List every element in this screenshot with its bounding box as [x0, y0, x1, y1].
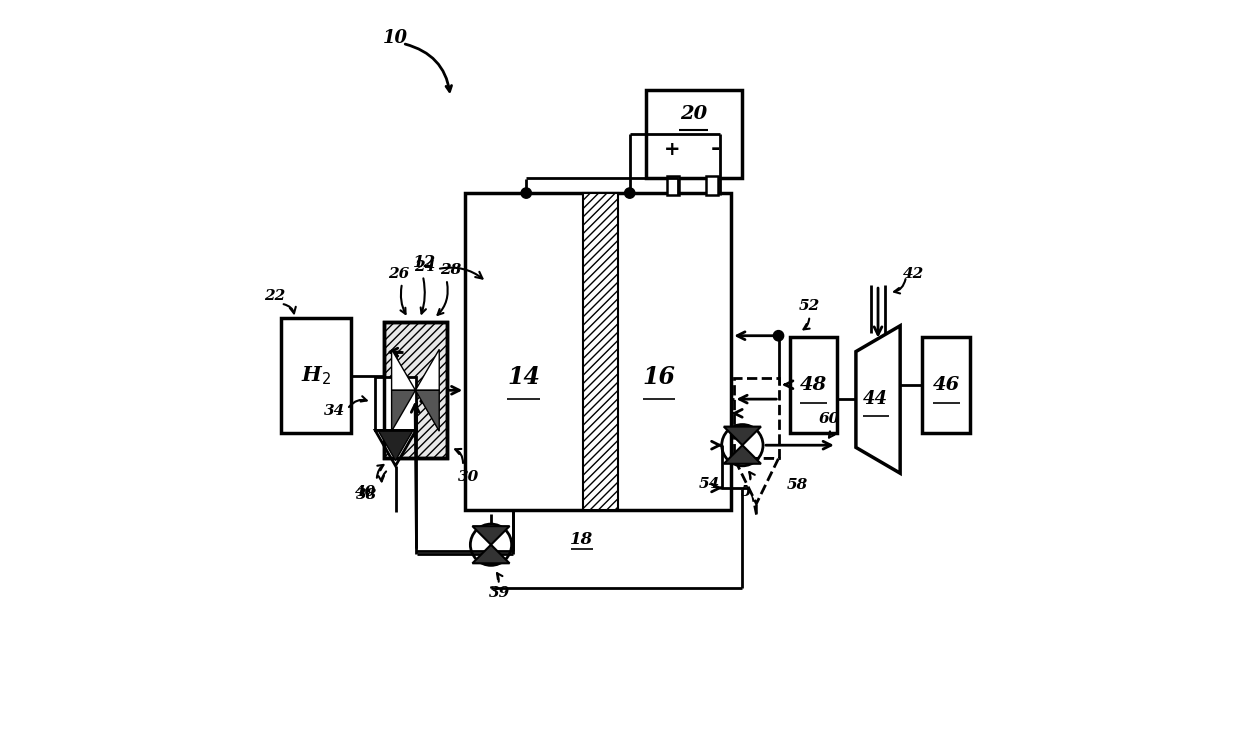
Text: 28: 28: [440, 263, 461, 278]
Text: 42: 42: [903, 267, 924, 281]
Polygon shape: [392, 390, 415, 431]
Circle shape: [625, 188, 635, 198]
Bar: [583, 193, 618, 510]
Polygon shape: [472, 545, 510, 563]
Text: 58: 58: [786, 478, 807, 492]
Polygon shape: [724, 427, 761, 445]
Text: H$_2$: H$_2$: [301, 364, 331, 387]
Text: 48: 48: [800, 376, 827, 394]
Bar: [376, 377, 415, 431]
Text: 39: 39: [490, 586, 511, 600]
Polygon shape: [734, 459, 779, 504]
Bar: [734, 378, 779, 459]
Text: 44: 44: [863, 391, 888, 408]
Text: 50: 50: [745, 397, 768, 414]
Text: 12: 12: [413, 255, 436, 272]
Text: 40: 40: [355, 485, 376, 499]
Bar: [281, 318, 351, 433]
Text: 30: 30: [459, 470, 480, 484]
Text: 16: 16: [642, 365, 676, 389]
Text: 38: 38: [356, 488, 377, 502]
Polygon shape: [392, 349, 415, 390]
Polygon shape: [378, 431, 413, 460]
Polygon shape: [415, 390, 439, 431]
Bar: [384, 322, 446, 459]
Text: 18: 18: [570, 531, 594, 548]
Circle shape: [774, 331, 784, 341]
Text: 46: 46: [932, 376, 960, 394]
Text: 24: 24: [414, 260, 435, 274]
Polygon shape: [376, 431, 415, 466]
Text: +: +: [663, 140, 680, 158]
Bar: [384, 322, 446, 459]
Bar: [667, 176, 678, 195]
Text: 54: 54: [698, 477, 720, 491]
Text: 22: 22: [264, 289, 285, 303]
Polygon shape: [472, 526, 510, 545]
Bar: [707, 176, 718, 195]
Polygon shape: [724, 445, 761, 464]
Text: 34: 34: [324, 404, 345, 418]
Bar: [465, 193, 730, 510]
Circle shape: [521, 188, 532, 198]
Text: 56: 56: [740, 485, 761, 499]
Text: 52: 52: [799, 299, 820, 313]
Text: -: -: [711, 139, 720, 159]
Text: 14: 14: [507, 365, 541, 389]
Text: 26: 26: [388, 267, 410, 281]
Text: 20: 20: [680, 105, 707, 123]
Polygon shape: [856, 326, 900, 473]
Bar: [646, 90, 742, 178]
Polygon shape: [415, 349, 439, 390]
Text: 10: 10: [383, 30, 408, 47]
Bar: [923, 337, 970, 433]
Text: 36: 36: [384, 393, 407, 410]
Bar: [790, 337, 837, 433]
Text: 60: 60: [818, 412, 839, 426]
